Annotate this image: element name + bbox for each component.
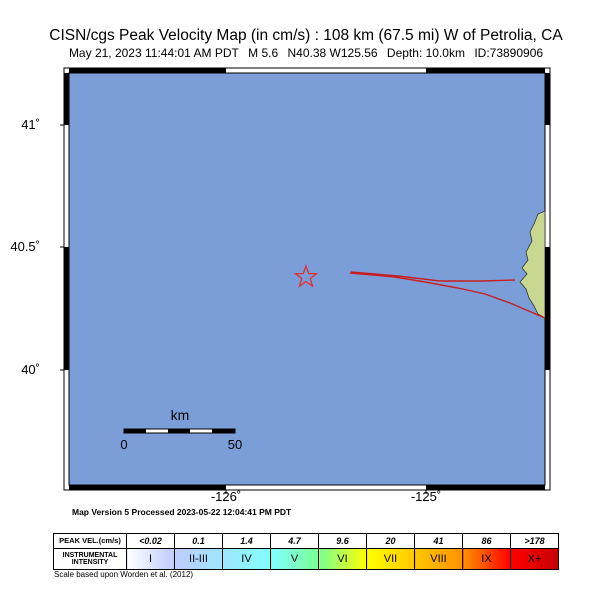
velocity-row: PEAK VEL.(cm/s) <0.02 0.1 1.4 4.7 9.6 20… bbox=[53, 533, 559, 549]
lon-label-126: -126˚ bbox=[210, 489, 242, 504]
intensity-header-line1: INSTRUMENTAL bbox=[62, 552, 118, 559]
frame-bars bbox=[64, 68, 550, 490]
intensity-cell: VI bbox=[318, 548, 367, 570]
event-details: May 21, 2023 11:44:01 AM PDT M 5.6 N40.3… bbox=[0, 46, 612, 60]
fault-trace-south bbox=[349, 272, 546, 319]
scale-bar-start: 0 bbox=[120, 437, 127, 452]
vel-cell: 1.4 bbox=[222, 533, 271, 549]
processed-note: Map Version 5 Processed 2023-05-22 12:04… bbox=[72, 507, 292, 517]
epicenter-star bbox=[293, 264, 319, 288]
event-date: May 21, 2023 11:44:01 AM PDT bbox=[68, 46, 239, 60]
vel-cell: 41 bbox=[414, 533, 463, 549]
ticks bbox=[60, 124, 427, 494]
intensity-cell: V bbox=[270, 548, 319, 570]
vel-cell: 9.6 bbox=[318, 533, 367, 549]
lat-label-41: 41˚ bbox=[21, 117, 40, 132]
intensity-header: INSTRUMENTAL INTENSITY bbox=[53, 548, 127, 570]
intensity-header-line2: INTENSITY bbox=[71, 559, 109, 566]
vel-cell: <0.02 bbox=[126, 533, 175, 549]
vel-cell: 20 bbox=[366, 533, 415, 549]
intensity-legend: PEAK VEL.(cm/s) <0.02 0.1 1.4 4.7 9.6 20… bbox=[53, 533, 559, 570]
intensity-cell: IV bbox=[222, 548, 271, 570]
lat-label-40-5: 40.5˚ bbox=[10, 239, 40, 254]
vel-cell: 4.7 bbox=[270, 533, 319, 549]
scale-bar-title: km bbox=[171, 407, 190, 423]
scale-note: Scale based upon Worden et al. (2012) bbox=[54, 570, 194, 579]
map-title: CISN/cgs Peak Velocity Map (in cm/s) : 1… bbox=[49, 27, 563, 44]
intensity-cell: VIII bbox=[414, 548, 463, 570]
event-location: N40.38 W125.56 bbox=[287, 46, 378, 60]
velocity-header: PEAK VEL.(cm/s) bbox=[53, 533, 127, 549]
event-depth: Depth: 10.0km bbox=[386, 46, 465, 60]
ocean bbox=[68, 72, 546, 486]
intensity-cell: I bbox=[126, 548, 175, 570]
intensity-row: INSTRUMENTAL INTENSITY I II-III IV V VI … bbox=[53, 548, 559, 570]
intensity-cell: II-III bbox=[174, 548, 223, 570]
scale-bar-end: 50 bbox=[228, 437, 242, 452]
lat-label-40: 40˚ bbox=[21, 362, 40, 377]
fault-lines bbox=[349, 271, 546, 319]
fault-trace-north bbox=[350, 271, 516, 282]
intensity-cell: IX bbox=[462, 548, 511, 570]
scale-bar: km 0 50 bbox=[120, 407, 242, 452]
event-magnitude: M 5.6 bbox=[248, 46, 279, 60]
event-id: ID:73890906 bbox=[474, 46, 544, 60]
vel-cell: 0.1 bbox=[174, 533, 223, 549]
intensity-cell: VII bbox=[366, 548, 415, 570]
lon-label-125: -125˚ bbox=[410, 489, 442, 504]
frame-outline bbox=[63, 67, 551, 491]
vel-cell: 86 bbox=[462, 533, 511, 549]
coastline-land bbox=[519, 210, 546, 319]
intensity-cell: X+ bbox=[510, 548, 559, 570]
vel-cell: >178 bbox=[510, 533, 559, 549]
